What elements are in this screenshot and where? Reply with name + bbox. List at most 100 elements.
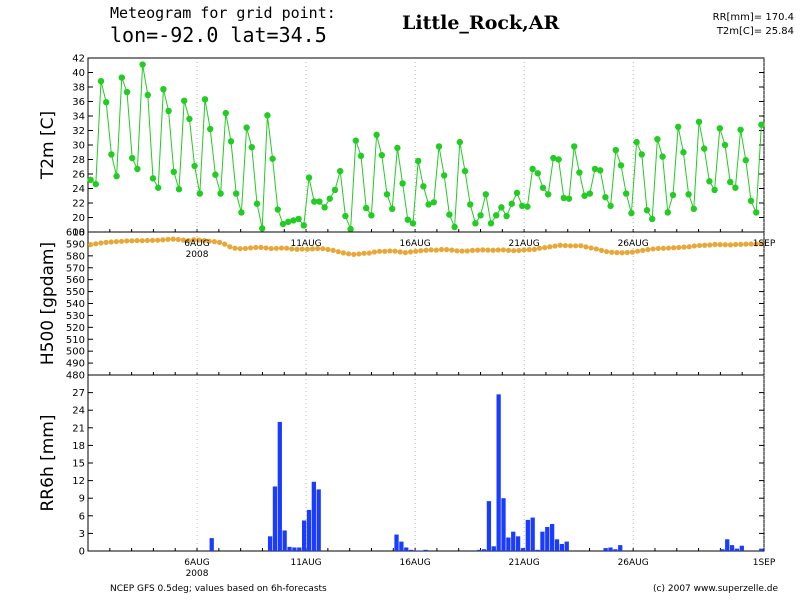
t2m-point bbox=[633, 138, 640, 146]
y-tick-label: 3 bbox=[79, 529, 85, 540]
t2m-point bbox=[165, 107, 172, 115]
h500-point bbox=[727, 242, 734, 248]
h500-point bbox=[464, 248, 470, 254]
t2m-point bbox=[149, 175, 157, 182]
h500-point bbox=[696, 242, 703, 249]
h500-point bbox=[521, 247, 527, 253]
rr6h-bar bbox=[564, 541, 569, 551]
y-tick-label: 32 bbox=[72, 126, 85, 137]
t2m-point bbox=[565, 195, 573, 202]
t2m-point bbox=[508, 200, 515, 207]
rr6h-bar bbox=[408, 549, 414, 551]
y-tick-label: 21 bbox=[72, 423, 85, 434]
rr6h-bar bbox=[306, 509, 312, 551]
y-tick-label: 18 bbox=[72, 441, 85, 452]
rr6h-bar bbox=[311, 481, 316, 551]
h500-point bbox=[242, 245, 248, 252]
x-tick-label-upper: 26AUG bbox=[618, 239, 649, 249]
x-tick-label-upper: 16AUG bbox=[400, 239, 431, 249]
t2m-point bbox=[394, 144, 401, 152]
h500-point bbox=[170, 236, 176, 242]
y-tick-label: 22 bbox=[72, 199, 85, 210]
h500-point bbox=[268, 245, 274, 252]
t2m-point bbox=[503, 212, 510, 220]
t2m-point bbox=[628, 209, 635, 217]
rr6h-bar bbox=[404, 547, 409, 551]
h500-point bbox=[743, 241, 749, 247]
h500-point bbox=[490, 247, 496, 253]
h500-point bbox=[237, 246, 243, 252]
rr6h-bar bbox=[545, 526, 550, 551]
h500-point bbox=[278, 245, 285, 251]
rr6h-bar bbox=[292, 547, 297, 551]
h500-point bbox=[294, 246, 300, 252]
rr6h-bar bbox=[477, 549, 482, 551]
y-tick-label: 15 bbox=[72, 459, 85, 470]
h500-point bbox=[480, 247, 486, 253]
t2m-point bbox=[638, 151, 645, 158]
h500-point bbox=[428, 247, 434, 253]
t2m-point bbox=[586, 190, 593, 197]
t2m-point bbox=[602, 194, 609, 201]
t2m-point bbox=[456, 138, 463, 146]
t2m-point bbox=[534, 170, 541, 177]
h500-point bbox=[634, 248, 641, 254]
summary-rr: RR[mm]= 170.4 bbox=[712, 12, 794, 23]
t2m-point bbox=[227, 138, 235, 145]
h500-point bbox=[387, 248, 393, 254]
h500-point bbox=[454, 248, 460, 254]
h500-point bbox=[366, 250, 372, 256]
t2m-point bbox=[643, 207, 651, 214]
h500-point bbox=[320, 246, 326, 252]
x-tick-label: 21AUG bbox=[509, 558, 540, 568]
t2m-point bbox=[113, 172, 120, 180]
h500-point bbox=[557, 242, 563, 248]
t2m-point bbox=[368, 212, 375, 219]
t2m-point bbox=[617, 162, 625, 169]
h500-point bbox=[160, 237, 166, 243]
x-tick-label-upper: 6AUG bbox=[184, 239, 209, 249]
y-tick-label: 500 bbox=[66, 347, 85, 358]
rr6h-bar bbox=[267, 536, 273, 551]
t2m-point bbox=[389, 205, 396, 212]
x-tick-label: 6AUG bbox=[184, 558, 209, 568]
h500-point bbox=[531, 246, 537, 252]
h500-point bbox=[645, 247, 651, 253]
h500-point bbox=[330, 247, 336, 253]
h500-point bbox=[258, 244, 264, 250]
t2m-point bbox=[747, 197, 755, 205]
y-tick-label: 20 bbox=[72, 213, 85, 224]
h500-point bbox=[758, 241, 765, 247]
h500-point bbox=[108, 239, 114, 245]
h500-point bbox=[191, 237, 197, 243]
h500-point bbox=[665, 245, 672, 251]
t2m-point bbox=[753, 209, 760, 216]
h500-point bbox=[165, 236, 171, 242]
h500-point bbox=[614, 250, 620, 256]
t2m-point bbox=[295, 215, 302, 223]
y-axis-label: RR6h [mm] bbox=[38, 414, 58, 511]
t2m-point bbox=[274, 206, 281, 213]
h500-point bbox=[598, 247, 605, 253]
location-title: Little_Rock,AR bbox=[402, 12, 560, 34]
y-tick-label: 18 bbox=[72, 228, 85, 239]
t2m-point bbox=[420, 183, 427, 190]
h500-point bbox=[562, 242, 568, 249]
h500-point bbox=[413, 248, 419, 254]
rr6h-bar bbox=[515, 536, 521, 551]
h500-point bbox=[263, 245, 269, 251]
t2m-point bbox=[357, 152, 365, 160]
t2m-point bbox=[716, 125, 723, 132]
h500-point bbox=[325, 246, 331, 253]
rr6h-bar bbox=[530, 517, 535, 551]
h500-point bbox=[418, 248, 424, 254]
t2m-point bbox=[461, 167, 469, 175]
t2m-point bbox=[201, 96, 209, 103]
h500-point bbox=[392, 248, 398, 254]
h500-point bbox=[707, 242, 713, 248]
h500-point bbox=[547, 244, 553, 250]
t2m-point bbox=[222, 109, 229, 117]
h500-point bbox=[340, 250, 347, 256]
t2m-point bbox=[347, 225, 354, 233]
h500-point bbox=[433, 247, 439, 253]
